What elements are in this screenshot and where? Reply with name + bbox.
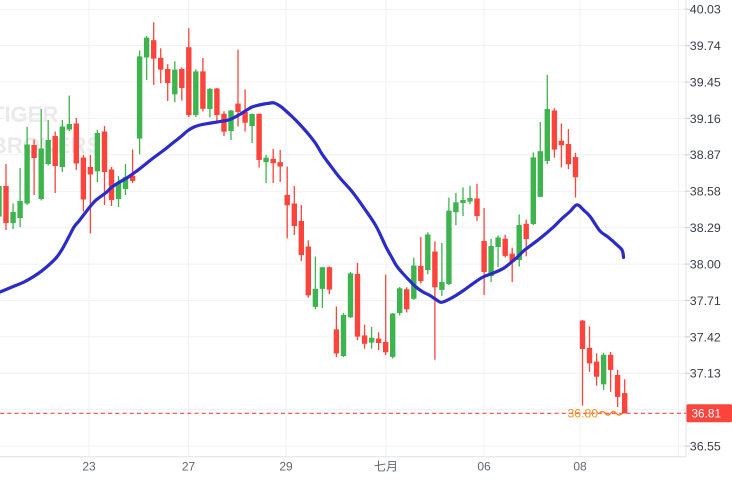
- svg-text:36.55: 36.55: [690, 440, 721, 454]
- svg-text:29: 29: [279, 460, 293, 474]
- svg-text:37.71: 37.71: [690, 294, 721, 308]
- svg-text:38.58: 38.58: [690, 185, 721, 199]
- svg-text:七月: 七月: [374, 460, 398, 474]
- svg-text:38.29: 38.29: [690, 221, 721, 235]
- svg-text:39.16: 39.16: [690, 112, 721, 126]
- svg-text:38.87: 38.87: [690, 148, 721, 162]
- svg-text:TIGER: TIGER: [0, 102, 58, 127]
- svg-text:08: 08: [573, 460, 587, 474]
- svg-text:27: 27: [182, 460, 196, 474]
- svg-text:39.74: 39.74: [690, 39, 721, 53]
- svg-text:23: 23: [82, 460, 96, 474]
- svg-text:06: 06: [477, 460, 491, 474]
- svg-text:37.42: 37.42: [690, 330, 721, 344]
- svg-text:36.81: 36.81: [692, 407, 722, 421]
- svg-text:36.80: 36.80: [568, 407, 599, 421]
- svg-text:37.13: 37.13: [690, 367, 721, 381]
- svg-text:39.45: 39.45: [690, 75, 721, 89]
- svg-text:40.03: 40.03: [690, 3, 721, 17]
- svg-text:38.00: 38.00: [690, 258, 721, 272]
